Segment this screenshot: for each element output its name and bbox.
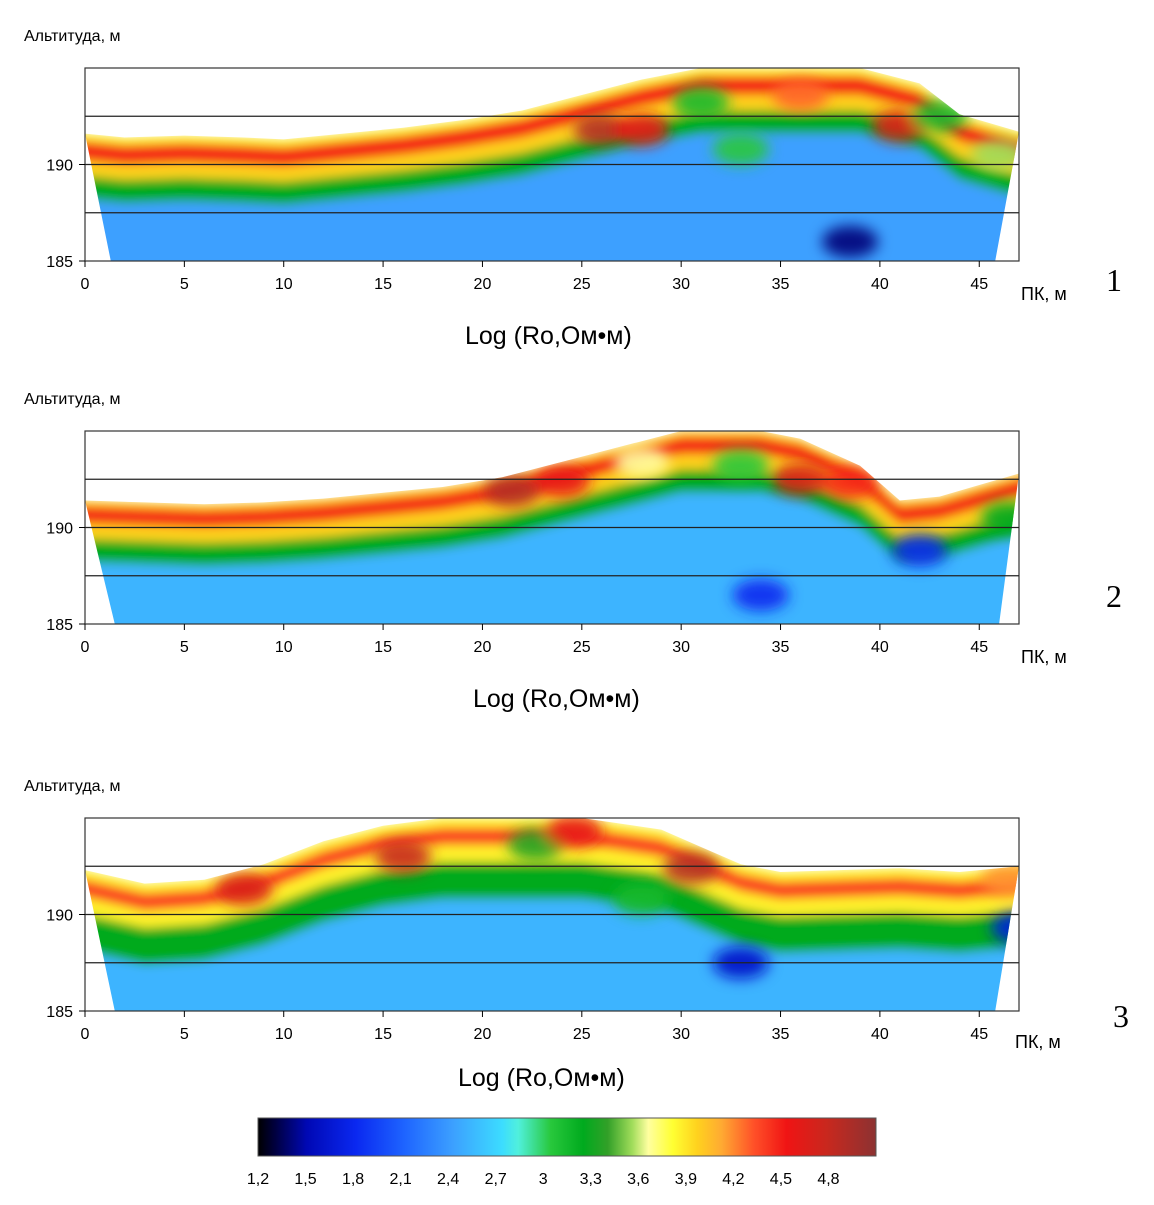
color-scale-tick-label: 1,2 (247, 1171, 269, 1188)
resistivity-anomaly (573, 113, 630, 146)
resistivity-layer (85, 492, 1019, 624)
color-scale-legend: 1,2 1,5 1,8 2,1 2,4 2,7 3 3,3 3,6 3,9 4,2 4,5 4,8 (0, 1110, 1154, 1200)
x-tick-label: 20 (474, 639, 492, 656)
color-scale-tick-label: 2,1 (389, 1171, 411, 1188)
resistivity-anomaly (484, 474, 541, 507)
color-scale-tick-label: 3,9 (675, 1171, 697, 1188)
section-plot: 0 5 10 15 20 25 30 35 40 45 185 190 (46, 430, 1020, 656)
color-scale-tick-label: 3 (539, 1171, 548, 1188)
resistivity-anomaly (533, 465, 590, 498)
x-tick-label: 20 (474, 276, 492, 293)
x-tick-label: 20 (474, 1026, 492, 1043)
x-tick-label: 45 (970, 639, 988, 656)
y-axis-label: Альтитуда, м (24, 391, 121, 408)
color-scale-tick-label: 4,2 (722, 1171, 744, 1188)
resistivity-anomaly (732, 579, 789, 612)
section-panel-2: Альтитуда, м 0 5 10 15 20 25 30 35 40 45 185 190 ПК… (0, 363, 1154, 743)
section-panel-1: Альтитуда, м 0 5 10 15 20 25 30 35 40 45 185 190 ПК… (0, 0, 1154, 380)
x-tick-label: 0 (81, 639, 90, 656)
resistivity-field (85, 68, 1019, 261)
resistivity-anomaly (545, 818, 602, 848)
resistivity-field (85, 818, 1019, 1011)
color-scale-tick-label: 3,6 (627, 1171, 649, 1188)
color-scale-tick-label: 3,3 (580, 1171, 602, 1188)
section-plot: 0 5 10 15 20 25 30 35 40 45 185 190 (46, 817, 1020, 1043)
x-tick-label: 35 (772, 639, 790, 656)
y-tick-label: 185 (46, 1004, 73, 1021)
resistivity-anomaly (216, 873, 272, 906)
color-scale: 1,2 1,5 1,8 2,1 2,4 2,7 3 3,3 3,6 3,9 4,2 4,5 4,8 (247, 1117, 877, 1188)
resistivity-anomaly (613, 113, 670, 146)
resistivity-anomaly (712, 133, 769, 166)
x-axis-label: ПК, м (1021, 647, 1067, 667)
x-tick-label: 5 (180, 639, 189, 656)
x-tick-label: 30 (672, 276, 690, 293)
section-title: Log (Ro,Ом•м) (473, 685, 640, 713)
x-tick-label: 45 (970, 276, 988, 293)
color-scale-tick-label: 2,4 (437, 1171, 459, 1188)
y-tick-label: 190 (46, 158, 73, 175)
y-tick-label: 185 (46, 254, 73, 271)
x-tick-label: 5 (180, 1026, 189, 1043)
resistivity-anomaly (613, 883, 670, 916)
resistivity-anomaly (663, 852, 720, 885)
resistivity-anomaly (613, 445, 670, 478)
panel-number: 2 (1106, 578, 1122, 614)
x-tick-label: 30 (672, 1026, 690, 1043)
x-tick-label: 25 (573, 1026, 591, 1043)
x-axis-label: ПК, м (1015, 1032, 1061, 1052)
x-tick-label: 35 (772, 276, 790, 293)
y-axis-label: Альтитуда, м (24, 28, 121, 45)
x-tick-label: 25 (573, 276, 591, 293)
resistivity-anomaly (971, 138, 1019, 171)
color-scale-tick-label: 4,8 (817, 1171, 839, 1188)
color-scale-tick-label: 1,8 (342, 1171, 364, 1188)
resistivity-anomaly (822, 225, 879, 258)
section-panel-3: Альтитуда, м 0 5 10 15 20 25 30 35 40 45 185 190 ПК… (0, 750, 1154, 1130)
resistivity-anomaly (772, 79, 829, 111)
x-tick-label: 10 (275, 276, 293, 293)
color-scale-bar (257, 1117, 877, 1157)
section-title: Log (Ro,Ом•м) (465, 322, 632, 350)
section-title: Log (Ro,Ом•м) (458, 1064, 625, 1092)
section-plot: 0 5 10 15 20 25 30 35 40 45 185 190 (46, 67, 1020, 293)
panel-number: 1 (1106, 262, 1122, 298)
x-tick-label: 15 (374, 639, 392, 656)
x-tick-label: 25 (573, 639, 591, 656)
y-tick-label: 185 (46, 617, 73, 634)
resistivity-layer (85, 133, 1019, 261)
x-tick-label: 0 (81, 1026, 90, 1043)
resistivity-anomaly (712, 449, 769, 482)
x-tick-label: 10 (275, 639, 293, 656)
x-tick-label: 40 (871, 276, 889, 293)
color-scale-tick-label: 4,5 (770, 1171, 792, 1188)
x-tick-label: 40 (871, 1026, 889, 1043)
color-scale-tick-label: 1,5 (294, 1171, 316, 1188)
resistivity-anomaly (991, 912, 1019, 944)
resistivity-anomaly (673, 86, 729, 119)
x-tick-label: 0 (81, 276, 90, 293)
x-tick-label: 15 (374, 276, 392, 293)
y-tick-label: 190 (46, 908, 73, 925)
resistivity-anomaly (822, 467, 879, 500)
x-tick-label: 35 (772, 1026, 790, 1043)
resistivity-anomaly (981, 863, 1019, 896)
resistivity-anomaly (375, 840, 431, 873)
color-scale-tick-label: 2,7 (485, 1171, 507, 1188)
y-axis-label: Альтитуда, м (24, 778, 121, 795)
x-axis-label: ПК, м (1021, 284, 1067, 304)
panel-number: 3 (1113, 998, 1129, 1034)
x-tick-label: 5 (180, 276, 189, 293)
y-tick-label: 190 (46, 521, 73, 538)
x-tick-label: 30 (672, 639, 690, 656)
resistivity-anomaly (981, 501, 1019, 534)
resistivity-layer (85, 899, 1019, 1011)
resistivity-anomaly (891, 534, 948, 567)
x-tick-label: 15 (374, 1026, 392, 1043)
resistivity-field (85, 431, 1019, 624)
x-tick-label: 10 (275, 1026, 293, 1043)
x-tick-label: 40 (871, 639, 889, 656)
x-tick-label: 45 (970, 1026, 988, 1043)
